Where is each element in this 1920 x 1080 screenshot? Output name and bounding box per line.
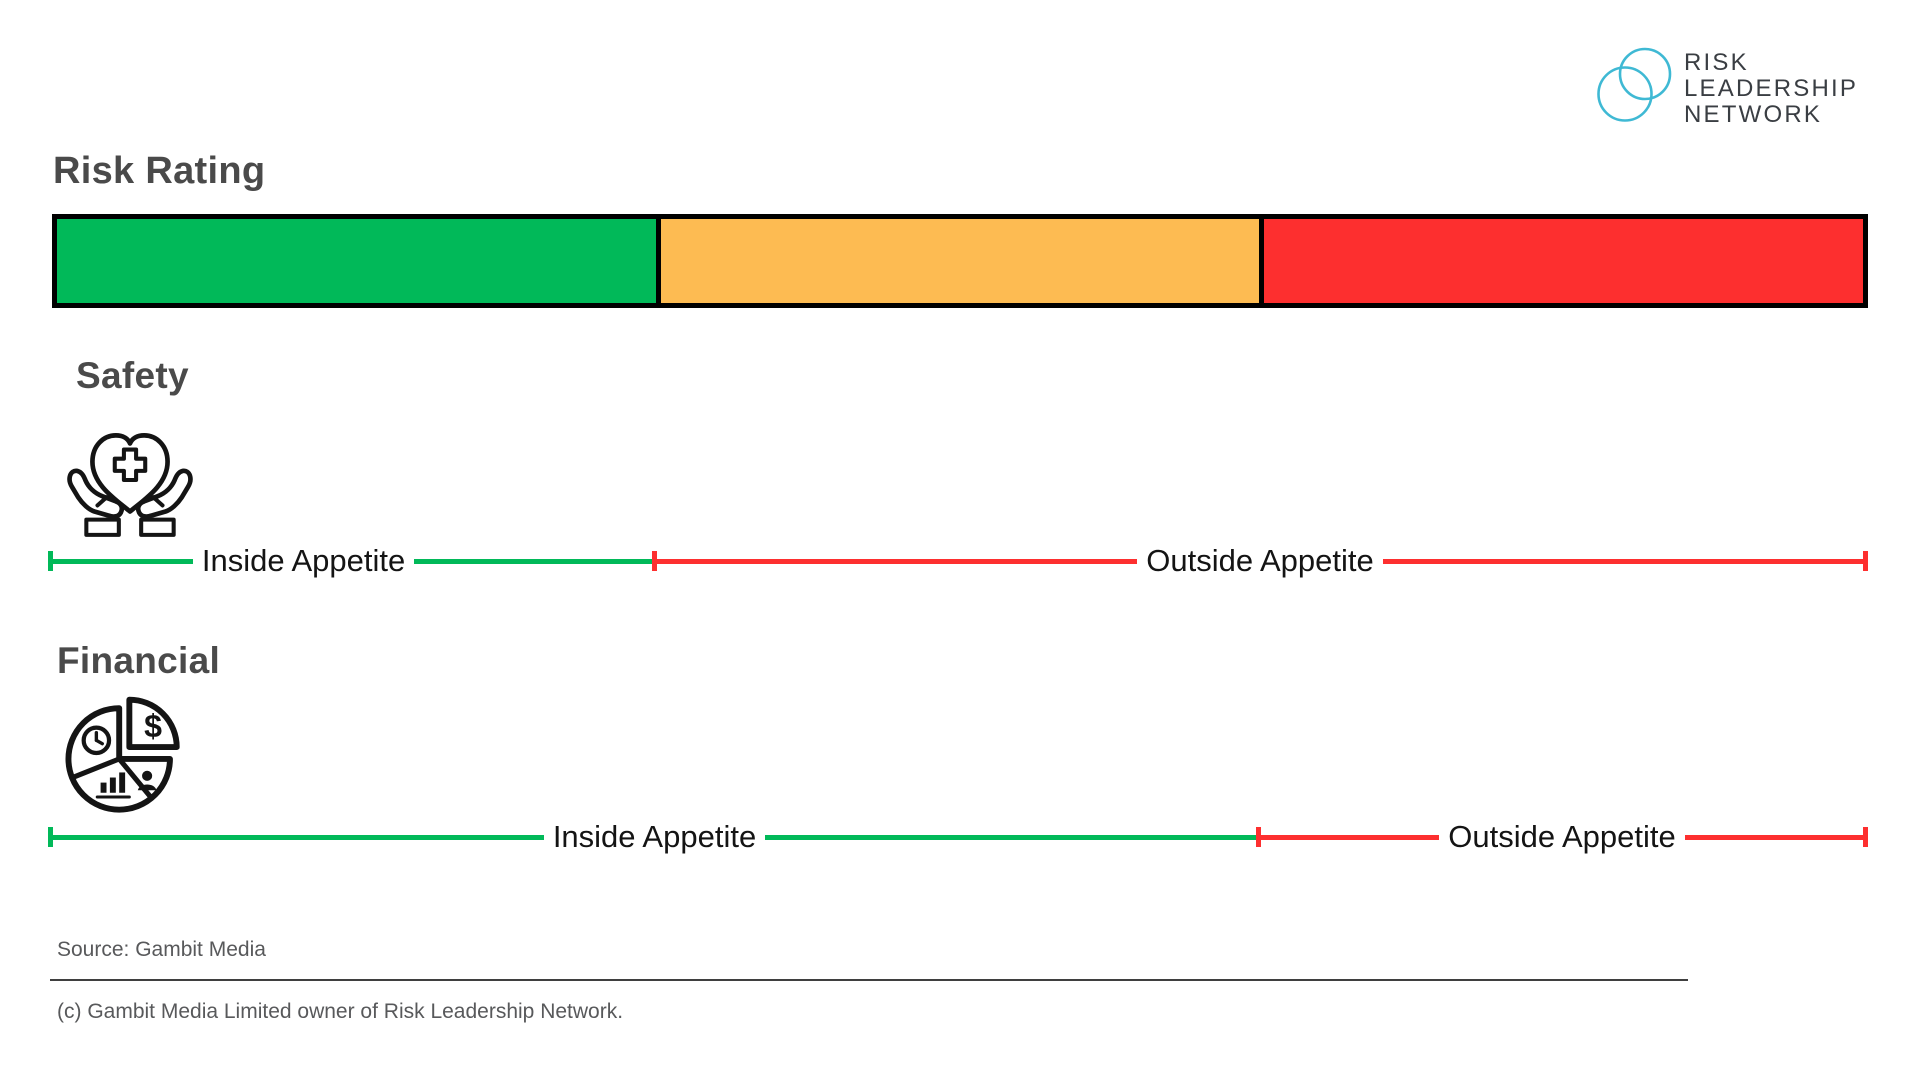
page-title: Risk Rating: [53, 150, 266, 192]
financial-inside-appetite-range: Inside Appetite: [48, 819, 1257, 854]
inside-appetite-line: [765, 834, 1257, 840]
safety-outside-appetite-range: Outside Appetite: [652, 543, 1868, 578]
brand-line: NETWORK: [1684, 101, 1823, 128]
risk-rating-bar: [52, 214, 1868, 308]
overlapping-circles-icon: [1597, 47, 1672, 122]
heart-in-hands-icon: [64, 412, 196, 544]
outside-appetite-line: [1684, 834, 1863, 840]
category-title-safety: Safety: [76, 355, 189, 396]
brand-logo-text: RISK LEADERSHIP NETWORK: [1684, 50, 1858, 128]
footer-divider: [50, 979, 1688, 981]
brand-line: LEADERSHIP: [1684, 75, 1859, 102]
brand-line: RISK: [1684, 49, 1749, 76]
range-end-tick: [1863, 551, 1868, 571]
inside-appetite-line: [53, 834, 544, 840]
risk-bar-segment-high: [1259, 219, 1864, 303]
inside-appetite-label: Inside Appetite: [201, 543, 406, 578]
range-end-tick: [1863, 827, 1868, 847]
outside-appetite-line: [1382, 558, 1863, 564]
range-boundary-tick: [652, 551, 657, 571]
safety-inside-appetite-range: Inside Appetite: [48, 543, 652, 578]
copyright-note: (c) Gambit Media Limited owner of Risk L…: [57, 1000, 624, 1023]
risk-bar-segment-low: [57, 219, 656, 303]
inside-appetite-line: [414, 558, 652, 564]
outside-appetite-line: [657, 558, 1138, 564]
finance-pie-chart-icon: $: [60, 680, 208, 826]
financial-outside-appetite-range: Outside Appetite: [1256, 819, 1868, 854]
category-title-financial: Financial: [57, 640, 221, 681]
brand-logo: RISK LEADERSHIP NETWORK: [1596, 42, 1858, 128]
outside-appetite-label: Outside Appetite: [1146, 543, 1374, 578]
source-note: Source: Gambit Media: [57, 938, 266, 961]
inside-appetite-label: Inside Appetite: [552, 819, 757, 854]
inside-appetite-line: [53, 558, 193, 564]
outside-appetite-line: [1261, 834, 1440, 840]
dollar-glyph: $: [144, 708, 162, 744]
range-boundary-tick: [1256, 827, 1261, 847]
range-start-tick: [48, 551, 53, 571]
risk-bar-segment-medium: [655, 219, 1260, 303]
range-start-tick: [48, 827, 53, 847]
outside-appetite-label: Outside Appetite: [1448, 819, 1676, 854]
